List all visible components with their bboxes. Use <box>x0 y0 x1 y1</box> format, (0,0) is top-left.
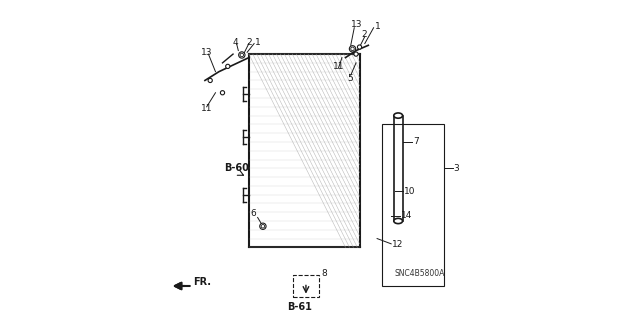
Text: 4: 4 <box>232 38 238 47</box>
Text: 2: 2 <box>362 30 367 39</box>
Circle shape <box>349 46 356 52</box>
Circle shape <box>261 225 265 228</box>
Text: 11: 11 <box>333 62 345 71</box>
Circle shape <box>354 52 358 56</box>
Text: 11: 11 <box>202 104 213 113</box>
Text: 8: 8 <box>321 269 326 278</box>
Text: 10: 10 <box>404 187 416 196</box>
Circle shape <box>260 223 266 229</box>
Text: 13: 13 <box>202 48 213 57</box>
Text: SNC4B5800A: SNC4B5800A <box>395 269 445 278</box>
Text: 3: 3 <box>454 164 460 173</box>
Circle shape <box>226 64 230 69</box>
Text: FR.: FR. <box>193 278 211 287</box>
Ellipse shape <box>394 113 403 118</box>
Circle shape <box>208 78 212 83</box>
Text: 6: 6 <box>251 210 257 219</box>
Text: 1: 1 <box>374 22 380 31</box>
Circle shape <box>351 47 355 51</box>
Text: 1: 1 <box>255 38 260 47</box>
Text: 7: 7 <box>413 137 419 146</box>
Circle shape <box>240 53 244 57</box>
Ellipse shape <box>394 218 403 224</box>
Circle shape <box>220 91 225 95</box>
Text: 14: 14 <box>401 211 412 220</box>
Bar <box>382 124 444 286</box>
Text: 13: 13 <box>351 20 362 29</box>
Circle shape <box>357 45 362 49</box>
Text: 2: 2 <box>246 38 252 47</box>
Text: B-60: B-60 <box>224 163 249 173</box>
Text: B-61: B-61 <box>287 302 312 312</box>
Text: 5: 5 <box>348 74 353 83</box>
Circle shape <box>239 52 245 58</box>
Text: 12: 12 <box>392 240 403 249</box>
